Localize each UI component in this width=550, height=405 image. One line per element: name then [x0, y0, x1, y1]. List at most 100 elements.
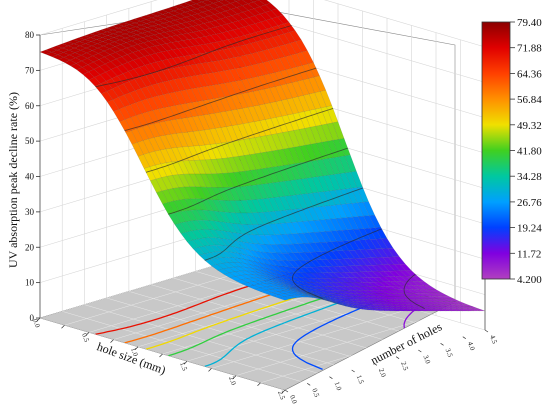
surface-cell	[428, 308, 441, 312]
y-tick-mark	[373, 363, 378, 366]
z-tick-label: 70	[25, 65, 35, 75]
x-tick-mark	[232, 375, 237, 379]
x-tick-label: 2.5	[276, 390, 287, 401]
y-tick-label: 4.0	[466, 341, 477, 352]
z-axis-title: UV absorption peak decline rate (%)	[6, 92, 20, 268]
surface-cell	[423, 308, 436, 312]
colorbar-tick-label: 79.40	[517, 17, 542, 29]
surface-contour	[124, 67, 317, 132]
z-tick-label: 50	[25, 136, 35, 146]
surface-contour	[95, 25, 292, 88]
z-tick-label: 0	[30, 313, 35, 323]
z-tick-label: 40	[25, 172, 35, 182]
surface-cell	[406, 308, 419, 312]
x-tick-label: 0.0	[31, 318, 42, 329]
surface-cell	[412, 308, 424, 312]
y-tick-label: 2.0	[377, 367, 388, 378]
y-tick-mark	[440, 343, 444, 346]
surface-cell	[451, 308, 463, 312]
colorbar-tick-label: 11.72	[517, 248, 541, 260]
x-tick-mark	[134, 346, 139, 351]
colorbar-tick-label: 34.28	[517, 171, 542, 183]
surface-contour	[204, 187, 364, 261]
surface-cell	[345, 305, 358, 309]
surface-contour	[292, 228, 382, 300]
surface-cell	[215, 0, 224, 2]
floor-gridline	[162, 293, 363, 355]
surface-cell	[373, 308, 386, 311]
surface-cell	[384, 308, 397, 312]
floor-gridline	[211, 308, 412, 369]
colorbar-tick-label: 19.24	[517, 223, 542, 235]
surface-contour	[168, 147, 348, 215]
x-tick-mark	[36, 317, 41, 322]
x-tick-label: 1.5	[178, 361, 189, 372]
surface-mesh	[39, 0, 486, 312]
surface-cell	[339, 303, 352, 308]
x-tick-mark	[257, 382, 261, 387]
y-tick-mark	[351, 369, 355, 373]
surface-cell	[389, 308, 402, 312]
z-tick-label: 10	[25, 278, 35, 288]
x-tick-label: 2.0	[227, 375, 238, 386]
x-tick-mark	[208, 368, 212, 372]
floor-gridline	[151, 284, 397, 357]
y-tick-mark	[307, 383, 311, 386]
colorbar-tick-label: 26.76	[517, 197, 542, 209]
y-tick-mark	[484, 329, 489, 333]
y-tick-label: 4.5	[488, 334, 499, 345]
floor-gridline	[128, 291, 374, 364]
surface-cell	[401, 308, 413, 312]
colorbar	[481, 21, 511, 280]
colorbar-ticks: 79.40 71.88 64.36 56.84 49.32 41.80 34.28 26.76…	[510, 17, 542, 286]
y-tick-label: 1.5	[355, 374, 366, 385]
colorbar-tick-label: 71.88	[517, 43, 542, 55]
surface-contour	[403, 273, 426, 310]
colorbar-tick-label: 49.32	[517, 120, 542, 132]
y-tick-label: 2.5	[399, 361, 410, 372]
surface-cell	[312, 296, 324, 301]
surface-cell	[362, 307, 374, 311]
y-tick-label: 3.0	[421, 354, 432, 365]
colorbar-tick-label: 4.200	[517, 274, 542, 286]
y-tick-mark	[462, 336, 466, 339]
floor-gridline	[62, 311, 308, 384]
surface-cell	[351, 306, 363, 310]
surface-cell	[295, 294, 308, 298]
colorbar-tick-label: 41.80	[517, 146, 542, 158]
x-tick-mark	[159, 353, 163, 358]
floor-gridline	[40, 260, 241, 319]
surface-cell	[233, 0, 242, 2]
surface-cell	[473, 308, 486, 312]
surface-cell	[395, 308, 408, 312]
colorbar-tick-label: 64.36	[517, 68, 542, 80]
floor-contour	[168, 289, 348, 357]
surface-cell	[434, 308, 447, 312]
x-tick-mark	[183, 360, 188, 365]
y-tick-label: 0.5	[310, 387, 321, 398]
x-tick-label: 1.0	[129, 347, 140, 358]
floor-gridline	[173, 277, 419, 351]
x-axis-ticks: 0.0 0.5 1.0 1.5 2.0 2.5	[31, 318, 287, 401]
z-tick-label: 20	[25, 242, 35, 252]
z-axis-ticks: 0 10 20 30 40 50 60 70 80	[25, 30, 40, 323]
y-tick-mark	[418, 349, 422, 353]
surface-cell	[417, 308, 430, 312]
surface-cell	[328, 300, 341, 305]
x-tick-mark	[281, 389, 286, 394]
surface-contour	[145, 107, 334, 173]
y-axis-ticks: 4.5 4.0 3.5 3.0 2.5 2.0 1.5 1.0 0.5 0.0	[284, 329, 499, 405]
y-tick-label: 1.0	[333, 381, 344, 392]
y-tick-mark	[329, 376, 333, 379]
surface-cell	[197, 0, 208, 3]
x-tick-mark	[61, 324, 65, 329]
surface-cell	[467, 308, 480, 312]
floor-gridline	[235, 315, 437, 376]
floor-gridline	[106, 297, 352, 371]
colorbar-tick-label: 56.84	[517, 94, 542, 106]
x-tick-mark	[110, 339, 114, 343]
surface-cell	[278, 296, 292, 301]
surface-cell	[439, 308, 452, 312]
x-tick-mark	[85, 332, 90, 336]
